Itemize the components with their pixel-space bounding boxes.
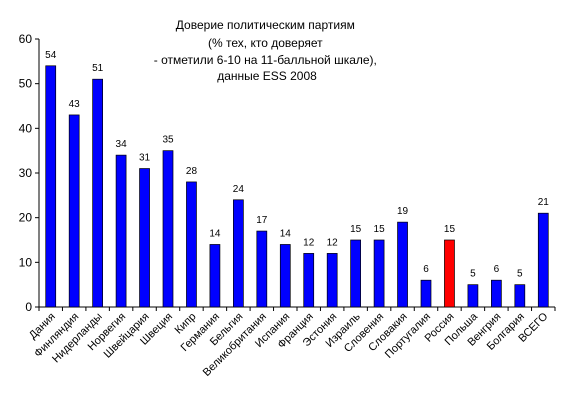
bar bbox=[279, 244, 291, 308]
bar bbox=[139, 168, 150, 308]
data-label: 6 bbox=[423, 264, 429, 275]
bar bbox=[397, 221, 408, 308]
chart-title-line-1: Доверие политическим партиям bbox=[176, 18, 355, 32]
data-label: 15 bbox=[444, 224, 456, 235]
data-label: 35 bbox=[162, 135, 174, 146]
bar bbox=[303, 253, 315, 308]
y-tick-label: 60 bbox=[19, 32, 33, 46]
data-label: 43 bbox=[69, 99, 81, 110]
chart-title-line-4: данные ESS 2008 bbox=[217, 69, 317, 83]
data-label: 31 bbox=[139, 153, 151, 164]
data-label: 17 bbox=[256, 215, 268, 226]
bar bbox=[444, 239, 455, 308]
data-label: 19 bbox=[397, 206, 409, 217]
bar bbox=[68, 114, 80, 308]
data-label: 34 bbox=[116, 139, 128, 150]
chart-title-line-2: (% тех, кто доверяет bbox=[208, 36, 323, 50]
y-tick-label: 10 bbox=[19, 255, 33, 269]
data-label: 6 bbox=[494, 264, 500, 275]
bar bbox=[92, 78, 103, 308]
bar bbox=[373, 239, 385, 308]
bar bbox=[256, 230, 268, 308]
data-label: 14 bbox=[280, 228, 292, 239]
data-label: 24 bbox=[233, 184, 245, 195]
y-tick-label: 50 bbox=[19, 77, 33, 91]
chart-title-line-3: - отметили 6-10 на 11-балльной шкале), bbox=[154, 53, 377, 67]
y-tick-label: 0 bbox=[25, 300, 32, 314]
bar bbox=[420, 279, 432, 308]
bar bbox=[209, 244, 221, 308]
bar bbox=[115, 154, 127, 308]
chart-title: Доверие политическим партиям (% тех, кто… bbox=[154, 18, 380, 83]
bar bbox=[326, 253, 338, 308]
bar bbox=[186, 181, 197, 308]
bar bbox=[45, 65, 57, 308]
data-label: 51 bbox=[92, 63, 104, 74]
bar bbox=[491, 279, 502, 308]
bar bbox=[233, 199, 244, 308]
data-label: 15 bbox=[374, 224, 386, 235]
y-tick-label: 40 bbox=[19, 121, 33, 135]
bar bbox=[467, 284, 479, 308]
bar bbox=[537, 212, 549, 308]
y-tick-label: 30 bbox=[19, 166, 33, 180]
data-label: 14 bbox=[209, 228, 221, 239]
data-label: 5 bbox=[470, 269, 476, 280]
data-label: 12 bbox=[327, 237, 339, 248]
bar bbox=[514, 284, 526, 308]
bar bbox=[162, 150, 174, 308]
data-label: 5 bbox=[517, 269, 523, 280]
data-label: 21 bbox=[538, 197, 550, 208]
data-label: 28 bbox=[186, 166, 198, 177]
bar bbox=[350, 239, 361, 308]
data-label: 54 bbox=[45, 50, 57, 61]
data-label: 15 bbox=[350, 224, 362, 235]
data-label: 12 bbox=[303, 237, 315, 248]
y-tick-label: 20 bbox=[19, 211, 33, 225]
plot-area: 010203040506054Дания43Финляндия51Нидерла… bbox=[19, 32, 556, 379]
